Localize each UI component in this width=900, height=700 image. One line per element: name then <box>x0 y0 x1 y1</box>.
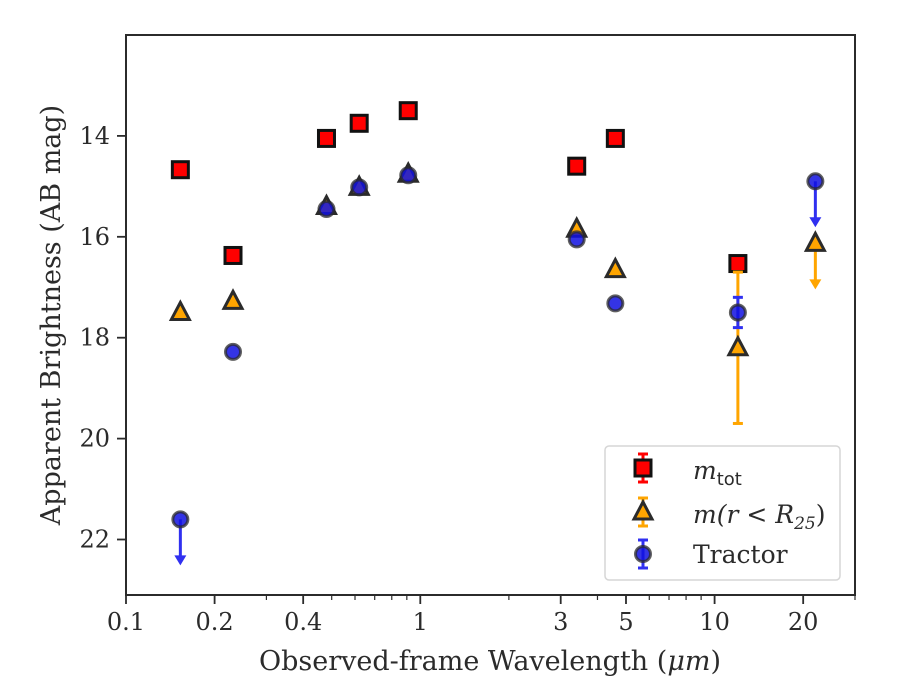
mr25-upper-limit-arrow-head <box>809 279 822 290</box>
chart-marks <box>168 101 827 566</box>
legend-marker-tractor <box>634 545 652 563</box>
tractor-upper-limit-arrow-head <box>174 555 187 566</box>
plot-frame <box>125 34 856 596</box>
x-axis-label: Observed-frame Wavelength (μm) <box>259 646 721 677</box>
x-tick-label: 10 <box>699 608 730 636</box>
x-tick-label: 20 <box>788 608 819 636</box>
mr25-point <box>726 334 750 357</box>
mr25-point <box>168 299 192 321</box>
mr25-point <box>603 256 627 279</box>
x-axis: 0.1 0.2 0.4 1 3 5 10 20 <box>107 595 856 636</box>
x-tick-label: 0.2 <box>196 608 234 636</box>
mtot-point <box>398 101 418 121</box>
x-tick-label: 3 <box>553 608 568 636</box>
y-tick-label: 22 <box>79 526 110 554</box>
mr25-point <box>221 288 245 310</box>
y-tick-label: 14 <box>79 122 110 150</box>
tractor-point <box>728 303 747 322</box>
legend-label-mr25: m(r < R25) <box>693 500 825 534</box>
mtot-point <box>728 254 748 274</box>
y-axis-label: Apparent Brightness (AB mag) <box>36 105 67 526</box>
tractor-point <box>171 510 190 529</box>
tractor-point <box>399 166 418 185</box>
legend-marker-mr25 <box>631 498 655 521</box>
mr25-point <box>803 230 827 252</box>
mtot-point <box>316 128 336 148</box>
tractor-point <box>224 342 243 361</box>
series-mtot <box>170 101 748 274</box>
y-tick-label: 18 <box>79 324 110 352</box>
tractor-point <box>317 200 336 219</box>
tractor-point <box>350 178 369 197</box>
x-tick-label: 5 <box>618 608 633 636</box>
mtot-point <box>567 156 587 176</box>
x-tick-label: 1 <box>413 608 428 636</box>
y-tick-label: 16 <box>79 223 110 251</box>
mtot-point <box>605 128 625 148</box>
mtot-point <box>349 113 369 133</box>
legend-label-tractor: Tractor <box>693 540 788 569</box>
series-tractor <box>171 166 825 566</box>
legend-label-mtot: mtot <box>693 456 742 490</box>
tractor-point <box>806 172 825 191</box>
tractor-upper-limit-arrow-head <box>809 217 822 228</box>
legend-box <box>604 445 841 581</box>
tractor-point <box>567 230 586 249</box>
series-mr25 <box>168 161 827 425</box>
tractor-point <box>606 294 625 313</box>
mtot-point <box>170 160 190 180</box>
legend-marker-mtot <box>633 458 653 478</box>
y-tick-label: 20 <box>79 425 110 453</box>
legend: mtot m(r < R25) Tractor <box>604 445 841 581</box>
x-tick-label: 0.4 <box>284 608 322 636</box>
mtot-point <box>223 245 243 265</box>
y-axis: 14 16 18 20 22 <box>79 122 126 554</box>
x-tick-label: 0.1 <box>107 608 145 636</box>
